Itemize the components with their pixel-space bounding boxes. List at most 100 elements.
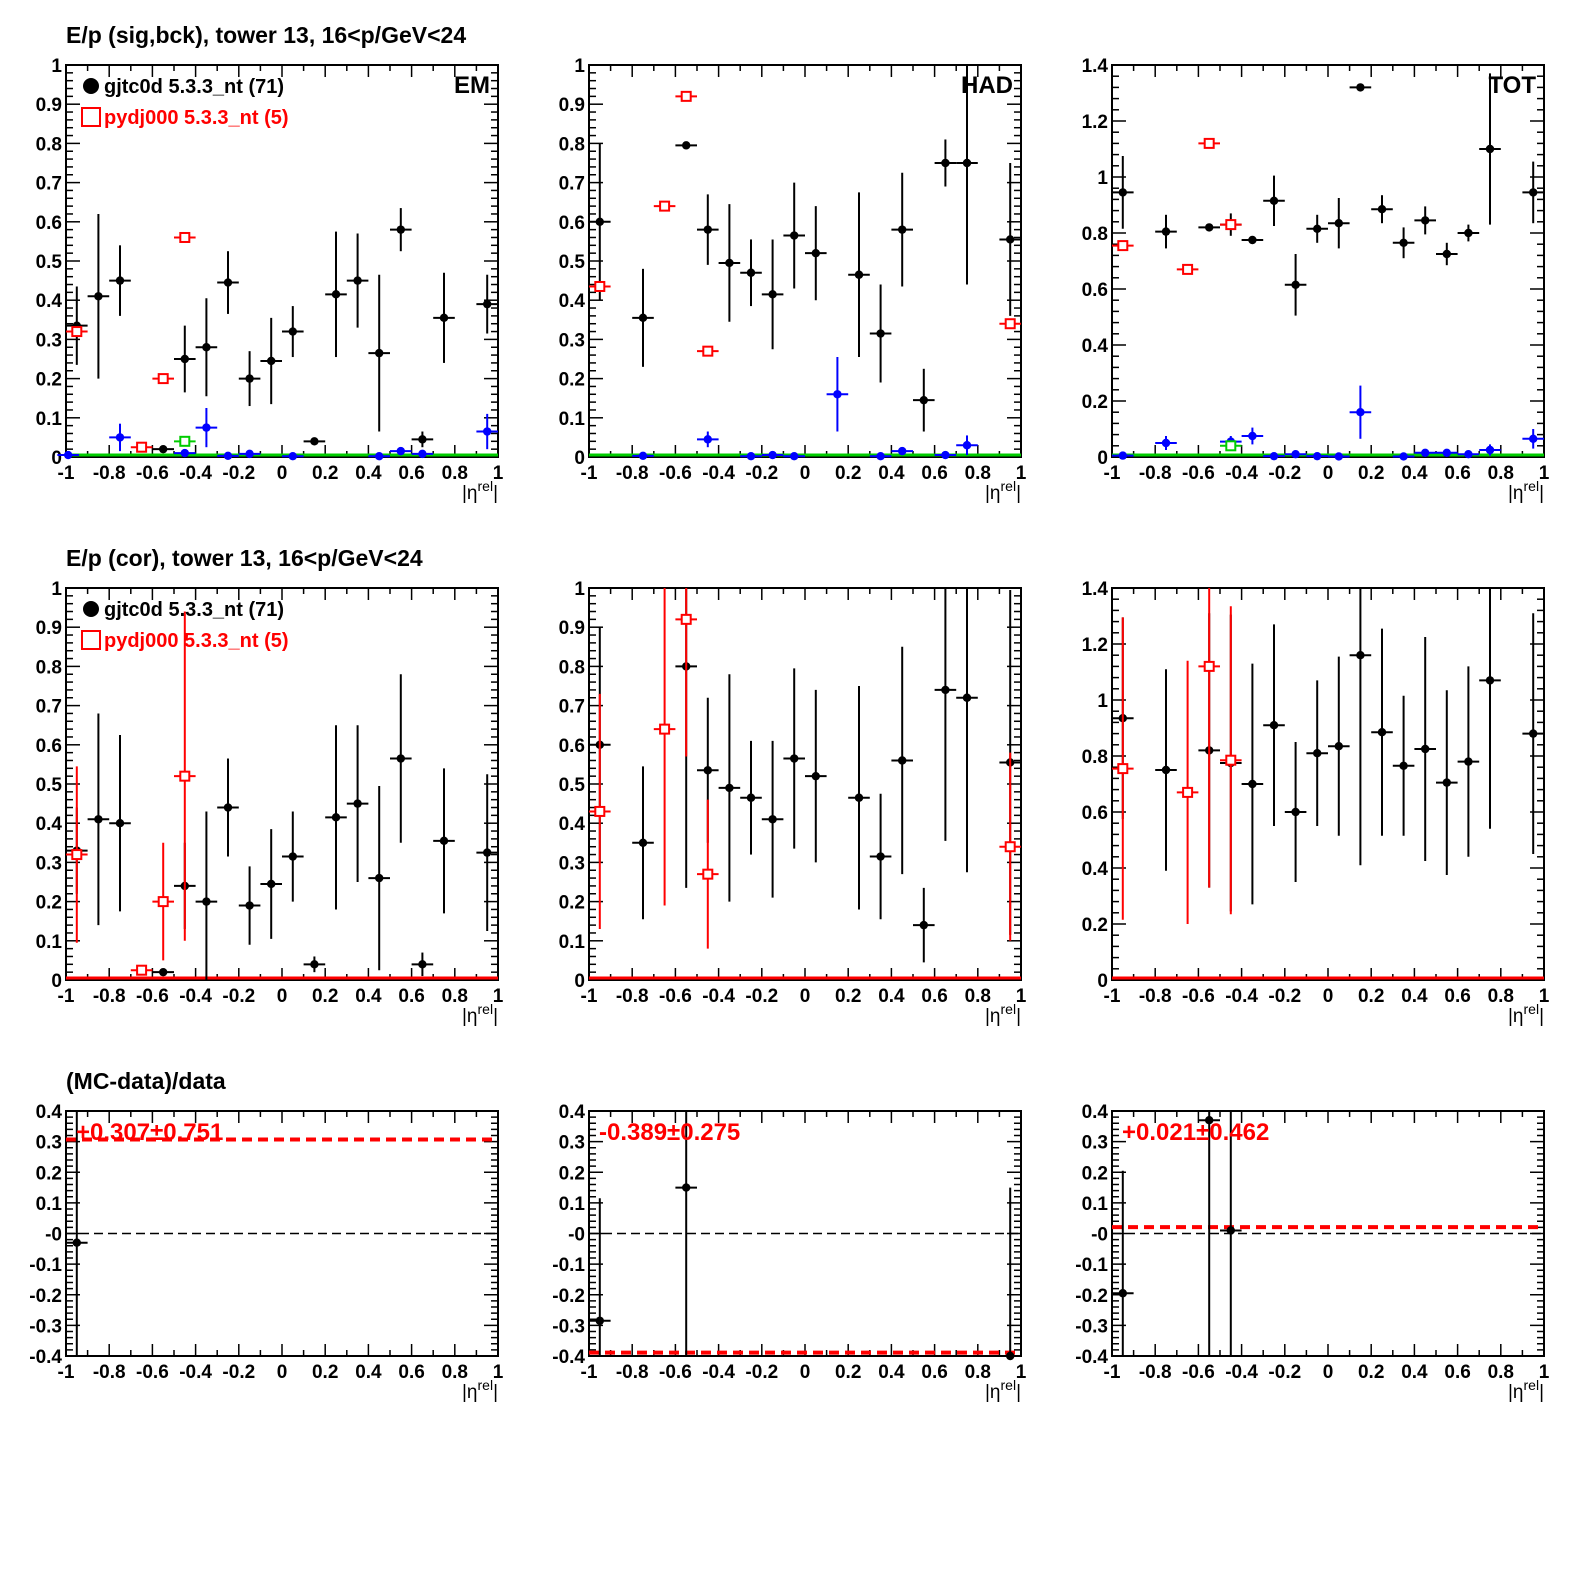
data-point: [962, 158, 972, 168]
x-tick-label: -0.8: [616, 986, 649, 1007]
x-tick-label: 1: [1016, 1362, 1027, 1383]
y-tick-label: 1: [1097, 168, 1108, 189]
y-tick-label: 0.1: [36, 1194, 63, 1215]
x-axis-label-sup: rel: [1001, 1001, 1017, 1017]
x-tick-label: -0.8: [1139, 1362, 1172, 1383]
data-point: [1399, 452, 1408, 461]
data-point: [876, 329, 885, 338]
y-tick-label: 0.2: [559, 893, 585, 914]
data-point: [898, 756, 907, 765]
data-point: [790, 452, 799, 461]
x-tick-label: 0.2: [1358, 463, 1384, 484]
y-tick-label: 0: [574, 448, 585, 469]
x-tick-label: 0.4: [355, 986, 382, 1007]
series-pydj000: [66, 611, 196, 976]
series-data: [66, 1111, 88, 1356]
data-point: [375, 348, 384, 358]
data-point: [223, 803, 233, 812]
data-point: [418, 435, 427, 444]
data-point: [310, 960, 319, 969]
x-tick-label: 0.4: [355, 463, 382, 484]
y-tick-label: 0.1: [559, 932, 586, 953]
x-tick-label: 0.2: [312, 463, 338, 484]
y-tick-label: 0.7: [36, 697, 62, 718]
data-point: [1269, 196, 1279, 205]
data-point: [682, 1183, 691, 1192]
data-point: [1313, 451, 1322, 461]
y-tick-label: 0.9: [559, 618, 585, 639]
data-point: [439, 313, 449, 323]
panel-r2c0: -1 -0.8 -0.6 -0.4 -0.2 0 0.2 0.4 0.6 0.8 1|ηrel|-0…: [29, 1102, 503, 1403]
x-tick-label: 0: [277, 986, 288, 1007]
x-axis-label-main: |η: [462, 1006, 478, 1027]
data-point: [1529, 188, 1538, 197]
data-point: [1225, 754, 1237, 766]
y-tick-label: -0.1: [1075, 1255, 1108, 1276]
x-tick-label: -1: [581, 1362, 598, 1383]
y-tick-label: 0.2: [36, 370, 62, 391]
y-tick-label: 0.9: [559, 95, 585, 116]
data-point: [1006, 235, 1015, 244]
x-tick-label: -0.8: [93, 986, 126, 1007]
data-point: [746, 452, 756, 461]
x-axis-label-sup: rel: [478, 1377, 494, 1393]
data-point: [396, 225, 405, 234]
data-point: [1529, 729, 1538, 738]
data-point: [595, 1316, 604, 1325]
x-axis-label-sup: rel: [478, 1001, 494, 1017]
data-point: [180, 354, 189, 364]
x-tick-label: 1: [1016, 986, 1027, 1007]
x-tick-label: 0.2: [835, 1362, 861, 1383]
series-gjtc0d: [66, 208, 498, 454]
y-tick-label: 0.8: [559, 657, 585, 678]
x-axis-label-sup: rel: [478, 478, 494, 494]
x-tick-label: 0: [277, 463, 288, 484]
y-tick-label: 0.4: [1082, 1102, 1109, 1123]
data-point: [768, 815, 777, 824]
data-point: [919, 395, 928, 405]
data-point: [1291, 450, 1300, 459]
x-tick-label: -0.6: [659, 463, 692, 484]
x-tick-label: -0.6: [1182, 1362, 1215, 1383]
x-tick-label: -0.6: [136, 463, 169, 484]
y-tick-label: 0.4: [559, 814, 586, 835]
x-tick-label: 0.6: [1444, 463, 1470, 484]
x-tick-label: -1: [58, 986, 75, 1007]
x-axis-label: |ηrel|: [985, 1001, 1021, 1027]
data-point: [659, 200, 671, 212]
data-point: [854, 793, 864, 802]
data-point: [180, 448, 189, 458]
x-tick-label: 0.8: [1488, 1362, 1514, 1383]
y-tick-label: 1: [1097, 691, 1108, 712]
y-tick-label: -0.4: [1075, 1347, 1108, 1368]
y-tick-label: 0.1: [559, 1194, 586, 1215]
data-point: [659, 723, 671, 735]
x-axis-label-main: |η: [462, 1382, 478, 1403]
y-tick-label: 0.6: [559, 736, 585, 757]
data-point: [594, 805, 606, 817]
data-point: [1442, 448, 1452, 457]
y-tick-label: 0.6: [1082, 803, 1108, 824]
x-tick-label: 0.4: [1401, 986, 1428, 1007]
y-tick-label: 0.4: [1082, 336, 1109, 357]
data-point: [331, 813, 341, 822]
data-point: [1182, 786, 1194, 798]
data-point: [594, 280, 606, 292]
x-tick-label: 1: [1539, 463, 1550, 484]
y-tick-label: 0.3: [559, 330, 585, 351]
data-point: [396, 446, 405, 456]
y-tick-label: -0.2: [552, 1286, 585, 1307]
row-title-ratio: (MC-data)/data: [66, 1068, 226, 1094]
panel-r0c1: -1 -0.8 -0.6 -0.4 -0.2 0 0.2 0.4 0.6 0.8 1|ηrel|00…: [559, 56, 1027, 504]
series-data: [589, 65, 1021, 432]
data-point: [1485, 445, 1495, 455]
x-axis-label-main: |η: [985, 483, 1001, 504]
data-point: [1248, 779, 1257, 789]
data-point: [1006, 1351, 1015, 1361]
x-axis-label-sup: rel: [1524, 478, 1540, 494]
y-tick-label: 0.6: [1082, 280, 1108, 301]
y-tick-label: 0.1: [1082, 1194, 1109, 1215]
x-tick-label: 0: [1323, 463, 1334, 484]
y-tick-label: -0.4: [552, 1347, 585, 1368]
y-tick-label: -0.2: [29, 1286, 62, 1307]
